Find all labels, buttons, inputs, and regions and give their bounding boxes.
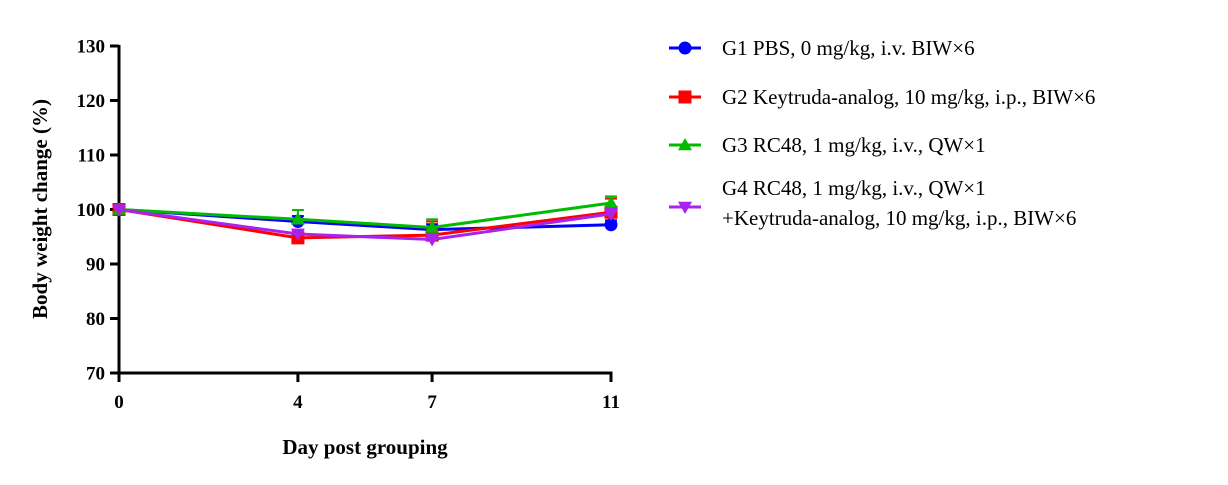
legend: G1 PBS, 0 mg/kg, i.v. BIW×6 G2 Keytruda-a… [669, 36, 1095, 230]
x-tick-label: 7 [427, 392, 437, 413]
legend-entry-2: G2 Keytruda-analog, 10 mg/kg, i.p., BIW×… [669, 85, 1095, 109]
legend-label: G4 RC48, 1 mg/kg, i.v., QW×1 [722, 176, 986, 200]
data-point [604, 195, 618, 209]
data-point [425, 220, 440, 233]
legend-entry-1: G1 PBS, 0 mg/kg, i.v. BIW×6 [669, 36, 975, 60]
legend-label: +Keytruda-analog, 10 mg/kg, i.p., BIW×6 [722, 206, 1076, 230]
data-point [290, 228, 305, 242]
x-tick-label: 0 [114, 392, 124, 413]
y-axis-title: Body weight change (%) [28, 99, 52, 319]
data-point [425, 234, 440, 247]
data-point [604, 218, 618, 232]
series-layer [112, 195, 618, 247]
legend-entry-3: G3 RC48, 1 mg/kg, i.v., QW×1 [669, 133, 986, 157]
series-4 [112, 204, 618, 247]
y-tick-label: 80 [86, 309, 105, 330]
axes: 70 80 90 100 110 120 130 0 4 7 11 [77, 37, 620, 414]
x-axis-title: Day post grouping [282, 435, 448, 459]
legend-swatch-marker [678, 201, 692, 214]
data-point [604, 208, 618, 221]
y-tick-label: 70 [86, 364, 105, 385]
x-tick-label: 4 [293, 392, 303, 413]
series-line [118, 201, 612, 229]
legend-label: G1 PBS, 0 mg/kg, i.v. BIW×6 [722, 36, 975, 60]
y-tick-label: 130 [77, 37, 106, 58]
legend-swatch-marker [678, 41, 692, 55]
legend-swatch-marker [678, 138, 692, 151]
x-tick-label: 11 [602, 392, 620, 413]
data-point [112, 204, 126, 217]
y-tick-label: 90 [86, 255, 105, 276]
legend-swatch-marker [678, 90, 692, 104]
data-point [290, 212, 305, 225]
legend-label: G2 Keytruda-analog, 10 mg/kg, i.p., BIW×… [722, 85, 1095, 109]
y-tick-label: 120 [77, 91, 106, 112]
y-tick-label: 110 [78, 146, 105, 167]
y-tick-label: 100 [77, 200, 106, 221]
legend-label: G3 RC48, 1 mg/kg, i.v., QW×1 [722, 133, 986, 157]
series-line [118, 208, 612, 241]
legend-entry-4: G4 RC48, 1 mg/kg, i.v., QW×1 +Keytruda-an… [669, 176, 1076, 230]
